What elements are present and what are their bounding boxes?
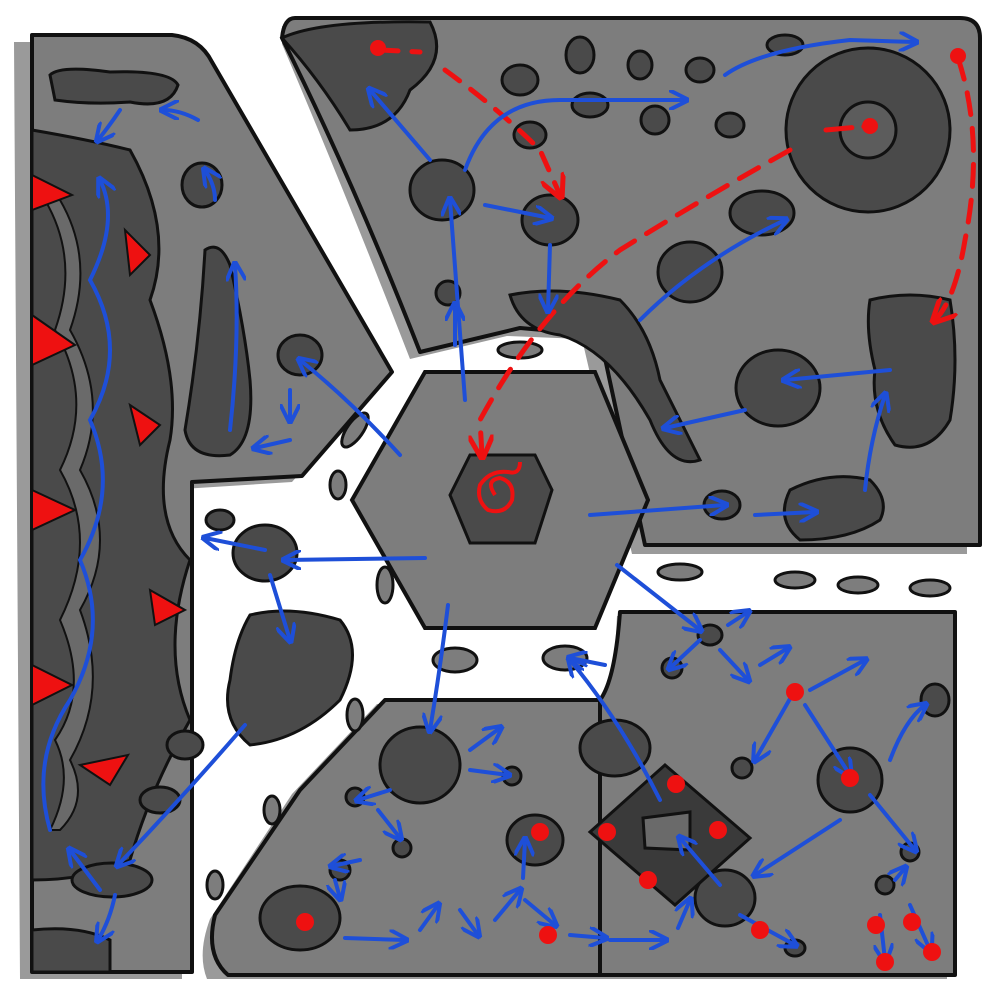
target-dot-icon xyxy=(370,40,966,134)
path-arrow-icon xyxy=(41,40,930,960)
spiral-marker-icon xyxy=(477,461,522,514)
left-corridor-zone xyxy=(30,33,394,974)
target-dot-icon xyxy=(296,683,941,971)
hazard-triangle-icon xyxy=(31,173,188,787)
center-hub xyxy=(349,370,651,630)
top-right-zone xyxy=(279,16,982,547)
